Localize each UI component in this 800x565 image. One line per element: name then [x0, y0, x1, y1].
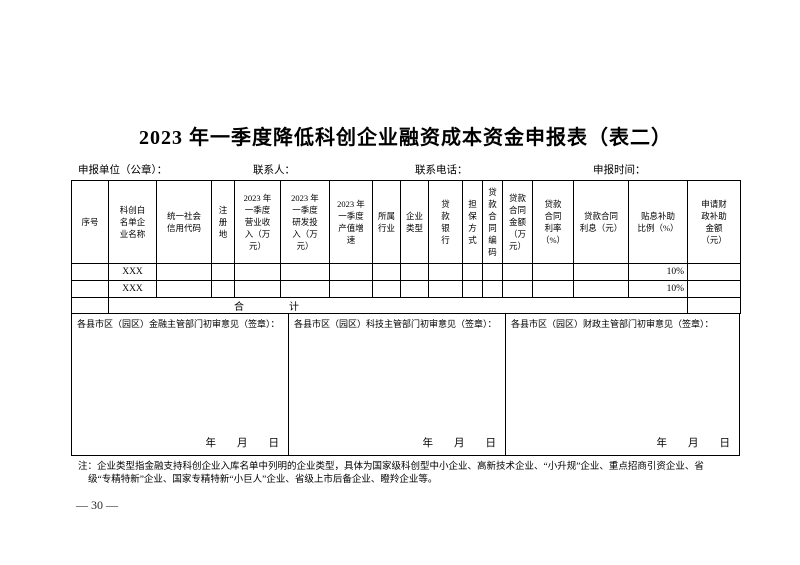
phone-label: 联系电话：	[415, 165, 468, 176]
table-cell	[400, 263, 429, 281]
page-title: 2023 年一季度降低科创企业融资成本资金申报表（表二）	[139, 127, 672, 149]
declare-unit-label: 申报单位（公章）：	[78, 165, 168, 176]
total-row: 合 计	[71, 297, 741, 314]
review-box-science: 各县市区（园区）科技主管部门初审意见（签章）： 年 月 日	[289, 314, 506, 455]
table-cell	[329, 280, 373, 298]
col-header-guarantee-method: 担 保 方 式	[462, 180, 483, 264]
review-date-finance: 年 月 日	[205, 438, 280, 449]
review-label-fiscal: 各县市区（园区）财政主管部门初审意见（签章）：	[511, 319, 714, 329]
cell-company-name: XXX	[108, 280, 157, 298]
table-cell	[573, 280, 629, 298]
cell-subsidy-ratio: 10%	[628, 280, 688, 298]
col-header-loan-contract-interest: 贷款合同 利息（元）	[573, 180, 629, 264]
review-sections: 各县市区（园区）金融主管部门初审意见（签章）： 年 月 日 各县市区（园区）科技…	[71, 314, 740, 456]
table-cell	[573, 263, 629, 281]
table-cell	[532, 280, 574, 298]
table-cell	[482, 263, 503, 281]
table-cell	[462, 263, 483, 281]
col-header-registration-place: 注 册 地	[211, 180, 235, 264]
col-header-subsidy-amount: 申请财 政补助 金额 （元）	[687, 180, 741, 264]
review-box-finance: 各县市区（园区）金融主管部门初审意见（签章）： 年 月 日	[72, 314, 289, 455]
table-cell	[532, 263, 574, 281]
review-date-science: 年 月 日	[422, 438, 497, 449]
table-cell	[71, 297, 109, 314]
col-header-company-name: 科创白 名单企 业名称	[108, 180, 157, 264]
review-box-fiscal: 各县市区（园区）财政主管部门初审意见（签章）： 年 月 日	[506, 314, 739, 455]
header-row: 序号 科创白 名单企 业名称 统一社会 信用代码 注 册 地 2023 年 一季…	[71, 180, 741, 264]
col-header-loan-contract-code: 贷 款 合 同 编 码	[482, 180, 503, 264]
col-header-loan-contract-rate: 贷款 合同 利率 （%）	[532, 180, 574, 264]
table-row: XXX 10%	[71, 280, 741, 298]
table-cell	[234, 280, 281, 298]
col-header-subsidy-ratio: 贴息补助 比例（%）	[628, 180, 688, 264]
col-header-q1-revenue: 2023 年 一季度 营业收 入（万 元）	[234, 180, 281, 264]
table-cell	[372, 280, 401, 298]
total-label-cell: 合 计	[108, 297, 688, 314]
table-cell	[372, 263, 401, 281]
table-cell	[211, 280, 235, 298]
table-cell	[211, 263, 235, 281]
page-number: — 30 —	[76, 498, 118, 512]
table-cell	[482, 280, 503, 298]
col-header-industry: 所属 行业	[372, 180, 401, 264]
application-table: 序号 科创白 名单企 业名称 统一社会 信用代码 注 册 地 2023 年 一季…	[71, 180, 741, 314]
table-row: XXX 10%	[71, 263, 741, 281]
table-cell	[400, 280, 429, 298]
col-header-loan-bank: 贷 款 银 行	[428, 180, 463, 264]
review-date-fiscal: 年 月 日	[656, 438, 731, 449]
table-cell	[687, 297, 741, 314]
footnote: 注：企业类型指金融支持科创企业入库名单中列明的企业类型，具体为国家级科创型中小企…	[78, 462, 704, 485]
table-cell	[280, 263, 330, 281]
table-cell	[71, 280, 109, 298]
table-cell	[502, 263, 533, 281]
table-cell	[428, 263, 463, 281]
table-cell	[502, 280, 533, 298]
table-cell	[280, 280, 330, 298]
col-header-loan-contract-amount: 贷款 合同 金额 （万 元）	[502, 180, 533, 264]
table-cell	[687, 263, 741, 281]
review-label-finance: 各县市区（园区）金融主管部门初审意见（签章）：	[77, 319, 280, 329]
declare-time-label: 申报时间：	[593, 165, 646, 176]
table-cell	[428, 280, 463, 298]
table-cell	[687, 280, 741, 298]
contact-label: 联系人：	[253, 165, 295, 176]
table-cell	[156, 280, 212, 298]
cell-subsidy-ratio: 10%	[628, 263, 688, 281]
table-cell	[329, 263, 373, 281]
col-header-credit-code: 统一社会 信用代码	[156, 180, 212, 264]
cell-company-name: XXX	[108, 263, 157, 281]
application-table-wrap: 序号 科创白 名单企 业名称 统一社会 信用代码 注 册 地 2023 年 一季…	[71, 180, 741, 456]
review-label-science: 各县市区（园区）科技主管部门初审意见（签章）：	[294, 319, 497, 329]
col-header-q1-rd-investment: 2023 年 一季度 研发投 入（万 元）	[280, 180, 330, 264]
table-cell	[234, 263, 281, 281]
col-header-index: 序号	[71, 180, 109, 264]
table-cell	[462, 280, 483, 298]
col-header-q1-output-growth: 2023 年 一季度 产值增 速	[329, 180, 373, 264]
table-cell	[156, 263, 212, 281]
col-header-company-type: 企业 类型	[400, 180, 429, 264]
table-cell	[71, 263, 109, 281]
